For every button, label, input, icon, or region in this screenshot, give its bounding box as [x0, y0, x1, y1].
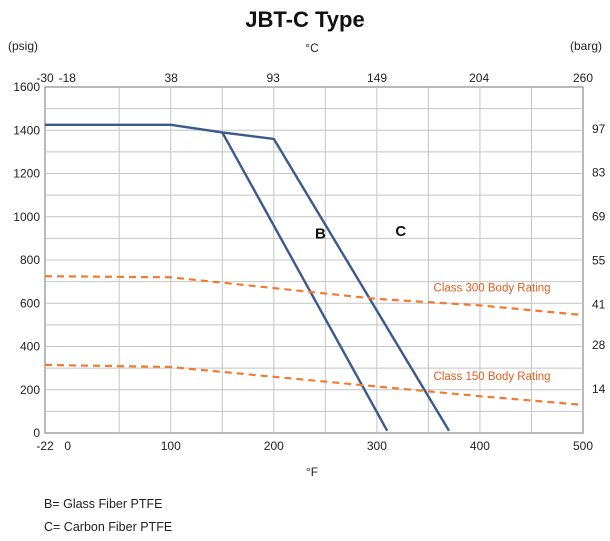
- y-left-tick-label: 1000: [13, 210, 40, 224]
- x-top-tick-label: 260: [573, 71, 593, 85]
- annotation-b: B: [315, 225, 326, 242]
- x-top-tick-label: 38: [164, 71, 178, 85]
- annotation-class-300-body-rating: Class 300 Body Rating: [434, 282, 551, 294]
- y-left-tick-label: 200: [20, 383, 40, 397]
- y-right-tick-label: 55: [592, 253, 606, 267]
- x-top-tick-label: -30: [36, 71, 54, 85]
- x-bottom-tick-label: 400: [470, 439, 490, 453]
- x-bottom-tick-label: 300: [367, 439, 387, 453]
- y-right-unit: (barg): [570, 39, 602, 53]
- y-left-tick-label: 0: [33, 426, 40, 440]
- y-left-unit: (psig): [8, 39, 38, 53]
- x-top-tick-label: 204: [469, 71, 489, 85]
- x-bottom-tick-label: 200: [264, 439, 284, 453]
- legend-carbon-fiber: C= Carbon Fiber PTFE: [44, 520, 173, 534]
- series-line-class-150-body-rating: [44, 363, 584, 406]
- series-line-class-300-body-rating: [44, 275, 584, 317]
- series-line-c: [222, 131, 451, 432]
- grid: [44, 86, 584, 434]
- annotation-class-150-body-rating: Class 150 Body Rating: [434, 371, 551, 383]
- y-right-tick-label: 14: [592, 382, 606, 396]
- x-bottom-unit: °F: [306, 465, 318, 479]
- series-lines: [44, 123, 584, 432]
- annotation-c: C: [395, 223, 406, 240]
- y-left-tick-label: 1400: [13, 123, 40, 137]
- y-right-tick-label: 41: [592, 297, 606, 311]
- chart-title: JBT-C Type: [245, 7, 364, 32]
- y-left-tick-label: 1200: [13, 167, 40, 181]
- x-top-tick-label: -18: [59, 71, 77, 85]
- x-top-tick-label: 149: [367, 71, 387, 85]
- y-right-tick-label: 69: [592, 210, 606, 224]
- series-line-b: [45, 123, 389, 432]
- x-bottom-tick-label: 0: [64, 439, 71, 453]
- y-right-tick-label: 28: [592, 338, 606, 352]
- x-bottom-tick-label: 100: [161, 439, 181, 453]
- y-left-tick-label: 1600: [13, 80, 40, 94]
- legend-glass-fiber: B= Glass Fiber PTFE: [44, 497, 163, 511]
- y-right-tick-label: 97: [592, 122, 606, 136]
- y-left-tick-label: 400: [20, 340, 40, 354]
- y-right-tick-label: 83: [592, 166, 606, 180]
- x-top-tick-label: 93: [267, 71, 281, 85]
- tick-labels: -22 0 100 200 300 400 500-30 -18 38 93 149 204 26002…: [13, 71, 605, 453]
- x-bottom-tick-label: -22: [36, 439, 54, 453]
- series-labels: B C Class 300 Body Rating Class 150 Body Ra…: [315, 223, 551, 383]
- y-left-tick-label: 800: [20, 253, 40, 267]
- x-bottom-tick-label: 500: [573, 439, 593, 453]
- x-top-unit: °C: [305, 41, 319, 55]
- y-left-tick-label: 600: [20, 296, 40, 310]
